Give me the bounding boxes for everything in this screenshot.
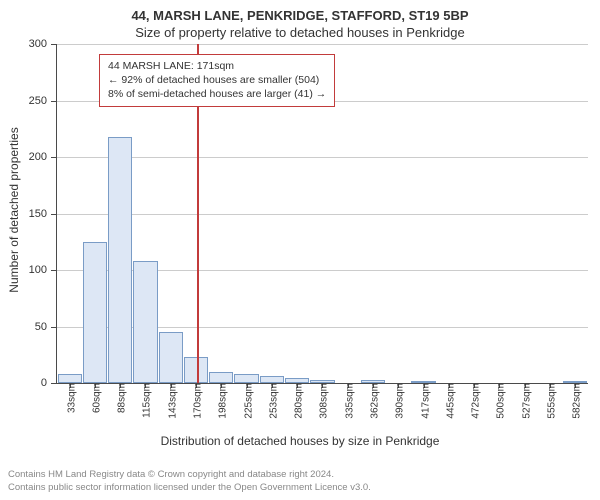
annotation-line3: 8% of semi-detached houses are larger (4… (108, 87, 326, 101)
bar (58, 374, 82, 383)
bar (209, 372, 233, 383)
plot-area: 050100150200250300 33sqm60sqm88sqm115sqm… (56, 44, 588, 384)
x-tick-label: 582sqm (568, 383, 583, 419)
bar-slot: 500sqm (487, 44, 512, 383)
y-tick-label: 0 (41, 377, 57, 389)
x-tick-label: 555sqm (542, 383, 557, 419)
bar-slot: 335sqm (335, 44, 360, 383)
y-tick-label: 100 (29, 264, 57, 276)
x-tick-label: 115sqm (138, 383, 153, 418)
bar-slot: 555sqm (537, 44, 562, 383)
x-tick-label: 143sqm (163, 383, 178, 419)
x-tick-label: 225sqm (239, 383, 254, 419)
x-tick-label: 60sqm (87, 383, 102, 413)
x-tick-label: 308sqm (315, 383, 330, 419)
x-tick-label: 417sqm (416, 383, 431, 419)
y-tick-label: 50 (35, 321, 57, 333)
x-tick-label: 472sqm (467, 383, 482, 419)
histogram-chart: 050100150200250300 33sqm60sqm88sqm115sqm… (56, 44, 588, 384)
bar-slot: 33sqm (57, 44, 82, 383)
footer-line1: Contains HM Land Registry data © Crown c… (8, 469, 371, 481)
x-tick-label: 88sqm (113, 383, 128, 413)
x-tick-label: 280sqm (290, 383, 305, 419)
x-tick-label: 527sqm (517, 383, 532, 419)
x-tick-label: 390sqm (391, 383, 406, 419)
annotation-line1: 44 MARSH LANE: 171sqm (108, 59, 326, 73)
x-tick-label: 170sqm (189, 383, 204, 419)
y-axis-label: Number of detached properties (7, 127, 21, 292)
bar-slot: 527sqm (512, 44, 537, 383)
bar (83, 242, 107, 383)
bar-slot: 445sqm (436, 44, 461, 383)
bar (133, 261, 157, 383)
bar (260, 376, 284, 383)
bar (159, 332, 183, 383)
x-tick-label: 253sqm (264, 383, 279, 419)
annotation-line2: ← 92% of detached houses are smaller (50… (108, 73, 326, 87)
footer-line2: Contains public sector information licen… (8, 482, 371, 494)
y-tick-label: 200 (29, 151, 57, 163)
bar (234, 374, 258, 383)
bar-slot: 390sqm (386, 44, 411, 383)
x-tick-label: 198sqm (214, 383, 229, 419)
bar (108, 137, 132, 383)
x-tick-label: 445sqm (441, 383, 456, 419)
x-tick-label: 33sqm (62, 383, 77, 413)
chart-title-address: 44, MARSH LANE, PENKRIDGE, STAFFORD, ST1… (0, 0, 600, 23)
bar-slot: 472sqm (462, 44, 487, 383)
y-tick-label: 150 (29, 208, 57, 220)
y-tick-label: 300 (29, 38, 57, 50)
annotation-box: 44 MARSH LANE: 171sqm ← 92% of detached … (99, 54, 335, 107)
x-tick-label: 335sqm (340, 383, 355, 419)
x-tick-label: 500sqm (492, 383, 507, 419)
bar-slot: 417sqm (411, 44, 436, 383)
chart-subtitle: Size of property relative to detached ho… (0, 23, 600, 44)
y-tick-label: 250 (29, 95, 57, 107)
x-axis-label: Distribution of detached houses by size … (0, 434, 600, 448)
x-tick-label: 362sqm (366, 383, 381, 419)
footer-attribution: Contains HM Land Registry data © Crown c… (8, 469, 371, 494)
bar-slot: 362sqm (360, 44, 385, 383)
bar-slot: 582sqm (563, 44, 588, 383)
